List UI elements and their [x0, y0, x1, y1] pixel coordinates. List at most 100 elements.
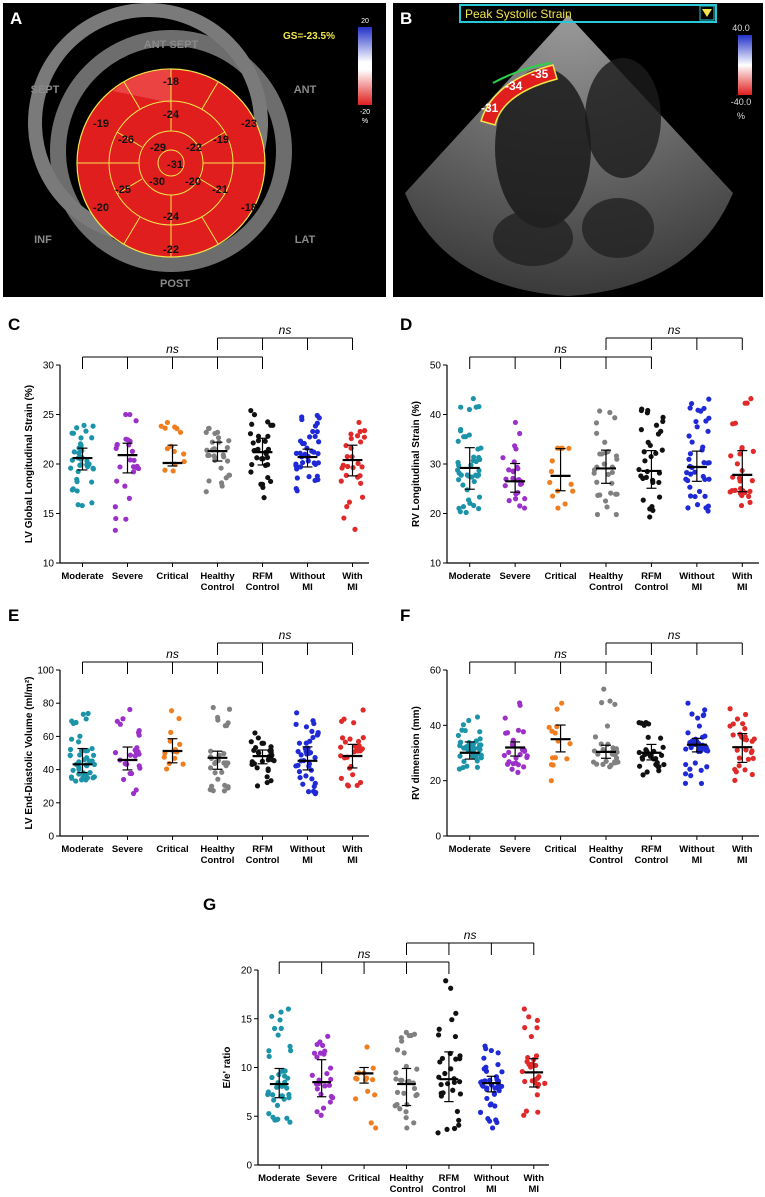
data-point — [370, 1065, 376, 1071]
title-peak-systolic-strain: Peak Systolic Strain — [465, 7, 572, 21]
significance-label: ns — [279, 323, 292, 337]
data-point — [512, 496, 519, 502]
data-point — [305, 789, 312, 795]
data-point — [354, 782, 360, 789]
data-point — [164, 446, 171, 452]
data-point — [306, 474, 312, 480]
data-point — [174, 426, 180, 432]
data-point — [660, 418, 666, 424]
data-point — [339, 735, 346, 741]
category-label: With — [732, 844, 753, 855]
data-point — [689, 400, 695, 407]
data-point — [203, 489, 209, 495]
strain-contour — [492, 62, 552, 84]
data-point — [458, 426, 464, 433]
data-point — [77, 441, 84, 447]
data-point — [510, 475, 516, 482]
data-point — [749, 771, 755, 778]
data-point — [656, 768, 662, 774]
data-point — [314, 473, 320, 479]
scale-top-b: 40.0 — [732, 23, 750, 33]
data-point — [455, 459, 461, 466]
data-point — [326, 1082, 333, 1088]
data-point — [360, 735, 366, 741]
data-point — [522, 1025, 528, 1031]
data-point — [275, 1116, 281, 1122]
data-point — [70, 486, 76, 492]
data-point — [607, 698, 613, 704]
data-point — [742, 726, 748, 732]
data-point — [435, 1130, 441, 1136]
data-point — [312, 477, 318, 484]
data-point — [746, 493, 752, 499]
data-point — [167, 738, 173, 744]
data-point — [443, 978, 449, 984]
data-point — [455, 477, 462, 483]
data-point — [645, 734, 651, 740]
data-point — [730, 421, 736, 427]
data-point — [168, 708, 175, 714]
data-point — [455, 438, 461, 444]
category-label: Critical — [544, 571, 576, 582]
y-tick-label: 0 — [435, 832, 441, 843]
data-point — [83, 716, 89, 722]
y-axis-label: LV End-Diastolic Volume (ml/m²) — [24, 677, 35, 830]
data-point — [660, 414, 666, 420]
data-point — [636, 763, 643, 769]
category-label: MI — [737, 582, 748, 593]
data-point — [640, 772, 646, 778]
data-point — [506, 467, 512, 473]
data-point — [300, 781, 306, 787]
data-point — [268, 422, 274, 428]
data-point — [278, 1009, 284, 1015]
data-point — [748, 396, 754, 402]
data-point — [594, 511, 601, 518]
data-point — [705, 428, 711, 434]
data-point — [457, 753, 463, 759]
data-point — [136, 751, 142, 757]
data-point — [397, 1077, 404, 1083]
category-label: Healthy — [589, 844, 624, 855]
data-point — [342, 739, 348, 745]
chart-f: F 0 20 40 60 RV dimension (mm) Moderate Severe C… — [400, 606, 759, 866]
data-point — [83, 772, 89, 778]
scale-unit-b: % — [737, 111, 745, 121]
data-point — [127, 411, 133, 418]
label-ant: ANT — [294, 84, 317, 96]
bullseye-svg: -18 -23 -18 -22 -20 -19 -24 -19 -21 -24 … — [28, 3, 372, 290]
data-point — [734, 747, 740, 753]
data-point — [265, 474, 271, 481]
data-point — [365, 1088, 371, 1094]
data-point — [294, 710, 300, 716]
data-point — [293, 721, 299, 727]
data-point — [221, 751, 227, 757]
data-point — [265, 419, 271, 425]
data-point — [687, 451, 694, 457]
y-tick-label: 100 — [37, 666, 54, 677]
category-label: Control — [589, 582, 623, 593]
data-point — [112, 504, 118, 510]
seg-value: -29 — [150, 142, 166, 154]
data-point — [599, 700, 605, 706]
data-point — [685, 730, 691, 736]
data-point — [168, 729, 174, 735]
data-point — [277, 1017, 283, 1023]
data-point — [269, 1074, 275, 1081]
significance-label: ns — [554, 647, 567, 661]
category-label: Control — [390, 1184, 424, 1195]
data-point — [701, 712, 707, 718]
significance-label: ns — [279, 628, 292, 642]
dropdown-button[interactable] — [699, 5, 715, 21]
chart-d: D 10 20 30 40 50 RV Longitudinal Strain (%) Mod… — [400, 315, 759, 593]
data-point — [297, 464, 304, 470]
data-point — [693, 418, 699, 425]
data-point — [251, 747, 257, 753]
data-point — [484, 1095, 490, 1102]
data-point — [224, 458, 231, 464]
category-label: Severe — [500, 571, 531, 582]
data-point — [515, 762, 521, 768]
data-point — [299, 459, 306, 466]
category-label: MI — [737, 855, 748, 866]
dropdown-arrow-icon[interactable] — [702, 9, 712, 17]
